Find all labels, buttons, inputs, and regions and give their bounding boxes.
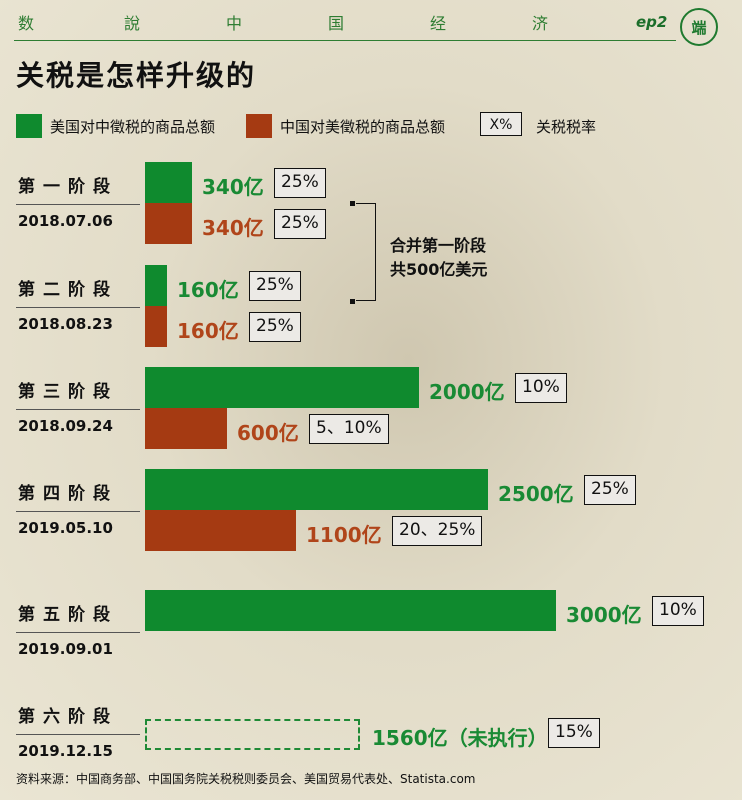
header-char: 济 — [532, 14, 549, 33]
header-char: 中 — [226, 14, 243, 33]
header: 数 說 中 国 经 济 ep2 端 — [0, 0, 742, 46]
bar-us — [145, 162, 192, 203]
bar-us — [145, 265, 167, 306]
bar-us — [145, 367, 419, 408]
bar-cn — [145, 510, 296, 551]
stage-date: 2019.12.15 — [18, 742, 113, 760]
stage-date: 2018.09.24 — [18, 417, 113, 435]
bracket-dot — [350, 201, 355, 206]
bar-cn — [145, 408, 227, 449]
stage-name: 第四阶段 — [18, 484, 118, 504]
value-label-us: 1560亿（未执行） — [372, 726, 548, 750]
stage-name: 第五阶段 — [18, 605, 118, 625]
value-label-us: 3000亿 — [566, 603, 642, 627]
legend-swatch-cn — [246, 114, 272, 138]
stage-date: 2019.05.10 — [18, 519, 113, 537]
bar-cn — [145, 306, 167, 347]
legend-label-us: 美国对中徵税的商品总额 — [50, 118, 216, 136]
rate-box-us: 25% — [584, 475, 636, 505]
header-divider — [14, 40, 676, 41]
value-label-cn: 160亿 — [177, 319, 239, 343]
rate-box-us: 10% — [515, 373, 567, 403]
stage-divider — [16, 511, 140, 512]
bar-us — [145, 469, 488, 510]
stage-name: 第一阶段 — [18, 177, 118, 197]
logo-text: 端 — [691, 19, 707, 37]
brand-logo: 端 — [680, 8, 718, 46]
stage-divider — [16, 307, 140, 308]
header-char: 国 — [328, 14, 345, 33]
legend-swatch-us — [16, 114, 42, 138]
bracket-dot — [350, 299, 355, 304]
legend-label-cn: 中国对美徵税的商品总额 — [280, 118, 446, 136]
value-label-cn: 340亿 — [202, 216, 264, 240]
value-label-us: 2500亿 — [498, 482, 574, 506]
value-label-us: 160亿 — [177, 278, 239, 302]
bar-us-not-executed — [145, 719, 360, 750]
rate-box-us: 25% — [274, 168, 326, 198]
rate-box-us: 25% — [249, 271, 301, 301]
annotation-line-1: 合并第一阶段 — [390, 236, 487, 255]
stage-name: 第二阶段 — [18, 280, 118, 300]
value-label-cn: 1100亿 — [306, 523, 382, 547]
stage-divider — [16, 409, 140, 410]
value-label-us: 340亿 — [202, 175, 264, 199]
rate-box-cn: 20、25% — [392, 516, 483, 546]
stage-date: 2018.08.23 — [18, 315, 113, 333]
annotation-line-2: 共500亿美元 — [390, 260, 488, 279]
rate-box-us: 10% — [652, 596, 704, 626]
bar-us — [145, 590, 556, 631]
stage-name: 第六阶段 — [18, 707, 118, 727]
header-char: 說 — [124, 14, 141, 33]
rate-box-us: 15% — [548, 718, 600, 748]
bracket — [356, 203, 376, 301]
stage-divider — [16, 734, 140, 735]
rate-box-cn: 25% — [274, 209, 326, 239]
episode-label: ep2 — [636, 13, 668, 31]
stage-name: 第三阶段 — [18, 382, 118, 402]
stage-date: 2018.07.06 — [18, 212, 113, 230]
rate-box-cn: 25% — [249, 312, 301, 342]
bar-cn — [145, 203, 192, 244]
header-char: 经 — [430, 14, 447, 33]
header-char: 数 — [18, 14, 35, 33]
stage-divider — [16, 204, 140, 205]
source-note: 资料来源：中国商务部、中国国务院关税税则委员会、美国贸易代表处、Statista… — [16, 772, 476, 786]
stage-divider — [16, 632, 140, 633]
value-label-cn: 600亿 — [237, 421, 299, 445]
stage-date: 2019.09.01 — [18, 640, 113, 658]
value-label-us: 2000亿 — [429, 380, 505, 404]
rate-box-cn: 5、10% — [309, 414, 389, 444]
page-title: 关税是怎样升级的 — [16, 59, 257, 92]
legend-rate-box: X% — [480, 112, 522, 136]
legend-label-rate: 关税税率 — [536, 118, 597, 136]
